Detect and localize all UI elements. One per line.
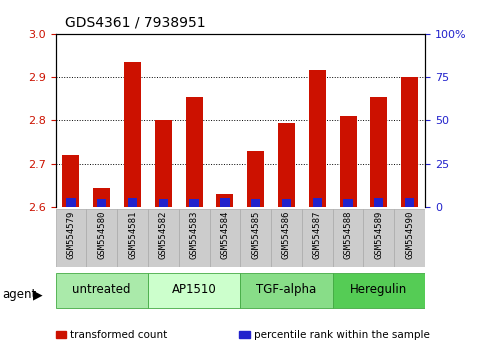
Text: GSM554584: GSM554584	[220, 211, 229, 259]
Text: agent: agent	[2, 288, 37, 301]
Bar	[374, 199, 384, 207]
Bar	[343, 199, 353, 207]
Bar	[302, 209, 333, 267]
Bar	[179, 209, 210, 267]
Text: GSM554579: GSM554579	[67, 211, 75, 259]
Text: GSM554587: GSM554587	[313, 211, 322, 259]
Bar	[282, 199, 291, 207]
Text: GSM554588: GSM554588	[343, 211, 353, 259]
Bar	[313, 199, 322, 207]
Bar	[159, 199, 168, 207]
Bar	[333, 209, 364, 267]
Bar	[210, 209, 240, 267]
Bar	[128, 199, 137, 207]
Text: untreated: untreated	[72, 283, 131, 296]
Bar	[340, 116, 356, 207]
Bar	[117, 209, 148, 267]
Bar	[216, 194, 233, 207]
Bar	[401, 77, 418, 207]
Bar	[394, 209, 425, 267]
Bar	[66, 199, 75, 207]
Bar	[93, 188, 110, 207]
Bar	[251, 199, 260, 207]
Text: GDS4361 / 7938951: GDS4361 / 7938951	[65, 16, 206, 30]
Text: percentile rank within the sample: percentile rank within the sample	[254, 330, 429, 339]
Bar	[155, 120, 172, 207]
Text: GSM554583: GSM554583	[190, 211, 199, 259]
Bar	[405, 199, 414, 207]
Bar	[189, 199, 199, 207]
Text: AP1510: AP1510	[172, 283, 216, 296]
Bar	[148, 209, 179, 267]
Bar	[240, 273, 333, 308]
Text: GSM554589: GSM554589	[374, 211, 384, 259]
Text: GSM554580: GSM554580	[97, 211, 106, 259]
Bar	[271, 209, 302, 267]
Bar	[364, 209, 394, 267]
Bar	[333, 273, 425, 308]
Bar	[278, 122, 295, 207]
Bar	[124, 62, 141, 207]
Bar	[56, 209, 86, 267]
Bar	[62, 155, 79, 207]
Bar	[240, 209, 271, 267]
Text: GSM554582: GSM554582	[159, 211, 168, 259]
Bar	[220, 198, 229, 207]
Text: Heregulin: Heregulin	[350, 283, 408, 296]
Bar	[97, 199, 106, 207]
Bar	[148, 273, 241, 308]
Bar	[86, 209, 117, 267]
Text: GSM554581: GSM554581	[128, 211, 137, 259]
Text: GSM554586: GSM554586	[282, 211, 291, 259]
Bar	[56, 273, 148, 308]
Bar	[247, 151, 264, 207]
Bar	[185, 97, 202, 207]
Text: ▶: ▶	[33, 288, 43, 301]
Text: TGF-alpha: TGF-alpha	[256, 283, 316, 296]
Text: transformed count: transformed count	[70, 330, 167, 339]
Text: GSM554585: GSM554585	[251, 211, 260, 259]
Bar	[370, 97, 387, 207]
Text: GSM554590: GSM554590	[405, 211, 414, 259]
Bar	[309, 70, 326, 207]
